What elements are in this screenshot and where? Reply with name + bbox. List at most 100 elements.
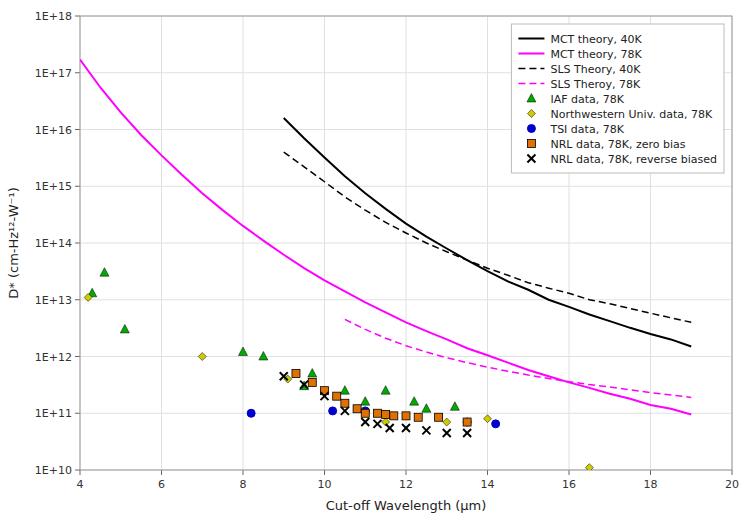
point (100, 268, 109, 277)
point (422, 404, 431, 413)
tick-mark (324, 470, 325, 475)
point (308, 369, 317, 378)
tick-mark (161, 470, 162, 475)
grid-line (80, 243, 732, 244)
point (120, 324, 129, 333)
grid (80, 16, 732, 470)
point-stroke (321, 392, 329, 400)
tick-label: 1E+13 (35, 294, 72, 307)
point-stroke (463, 429, 471, 437)
plot-background (80, 16, 732, 470)
tick-label: 1E+10 (35, 464, 72, 477)
y-axis-label: D* (cm-Hz¹²-W⁻¹) (6, 187, 21, 298)
point-stroke (443, 429, 451, 437)
point (585, 464, 593, 470)
point (443, 418, 451, 426)
point (300, 381, 309, 390)
point-stroke (402, 424, 410, 432)
point-stroke (527, 155, 535, 163)
legend-label: NRL data, 78K, zero bias (550, 138, 685, 151)
legend-swatch (518, 53, 544, 55)
legend-swatch (527, 140, 535, 148)
tick-mark (75, 299, 80, 300)
legend-label: MCT theory, 78K (550, 48, 642, 61)
tick-mark (75, 243, 80, 244)
tick-mark (569, 470, 570, 475)
legend-swatch (518, 68, 544, 70)
tick-label: 1E+12 (35, 351, 72, 364)
point-stroke (402, 424, 410, 432)
point-stroke (386, 424, 394, 432)
point (84, 293, 92, 301)
tick-label: 18 (644, 478, 658, 491)
tick-label: 16 (562, 478, 576, 491)
legend: MCT theory, 40KMCT theory, 78KSLS Theory… (511, 24, 724, 173)
point (321, 392, 329, 400)
point (308, 378, 316, 386)
grid-line (80, 299, 732, 300)
tick-label: 1E+17 (35, 67, 72, 80)
point-stroke (386, 424, 394, 432)
legend-swatch (527, 155, 535, 163)
point (410, 397, 419, 406)
legend-swatch (527, 110, 535, 118)
tick-mark (75, 16, 80, 17)
legend-box (511, 24, 724, 173)
tick-mark (732, 470, 733, 475)
point (435, 413, 443, 421)
tick-mark (75, 186, 80, 187)
point (247, 409, 255, 417)
point-stroke (373, 420, 381, 428)
point (390, 412, 398, 420)
point (340, 386, 349, 395)
tick-mark (75, 72, 80, 73)
tick-mark (75, 356, 80, 357)
point (402, 424, 410, 432)
point (450, 402, 459, 411)
x-axis-label: Cut-off Wavelength (μm) (326, 498, 487, 513)
tick-label: 1E+15 (35, 180, 72, 193)
point (386, 424, 394, 432)
point-stroke (422, 426, 430, 434)
tick-mark (487, 470, 488, 475)
point (484, 415, 492, 423)
plot-frame (80, 16, 732, 470)
tick-label: 10 (318, 478, 332, 491)
tick-mark (80, 470, 81, 475)
point-stroke (373, 420, 381, 428)
point (341, 399, 349, 407)
tick-mark (75, 413, 80, 414)
point-stroke (463, 429, 471, 437)
point-stroke (300, 381, 308, 389)
point (361, 397, 370, 406)
legend-label: NRL data, 78K, reverse biased (550, 153, 717, 166)
point (329, 407, 337, 415)
point (361, 409, 369, 417)
legend-label: SLS Theroy, 78K (550, 78, 641, 91)
tick-mark (243, 470, 244, 475)
point (463, 418, 471, 426)
tick-label: 1E+18 (35, 10, 72, 23)
point (300, 381, 308, 389)
tick-mark (650, 470, 651, 475)
point-stroke (422, 426, 430, 434)
series-points (88, 268, 460, 413)
point (463, 429, 471, 437)
point (280, 372, 288, 380)
tick-label: 1E+16 (35, 124, 72, 137)
point (373, 409, 381, 417)
point (292, 370, 300, 378)
legend-label: MCT theory, 40K (550, 33, 642, 46)
grid-line (80, 186, 732, 187)
point (381, 386, 390, 395)
grid-line (80, 356, 732, 357)
tick-label: 1E+11 (35, 407, 72, 420)
point-stroke (341, 407, 349, 415)
point (492, 420, 500, 428)
point (402, 412, 410, 420)
series-points (280, 372, 471, 437)
legend-swatch (527, 125, 535, 133)
point-stroke (280, 372, 288, 380)
point (341, 407, 349, 415)
legend-swatch (518, 83, 544, 85)
